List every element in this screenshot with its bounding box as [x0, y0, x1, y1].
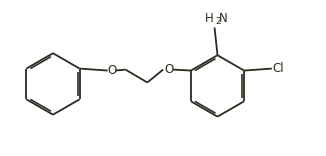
Text: H: H	[205, 12, 214, 25]
Text: 2: 2	[215, 17, 221, 26]
Text: Cl: Cl	[273, 62, 285, 75]
Text: O: O	[165, 63, 174, 76]
Text: O: O	[107, 64, 116, 77]
Text: N: N	[218, 12, 227, 25]
